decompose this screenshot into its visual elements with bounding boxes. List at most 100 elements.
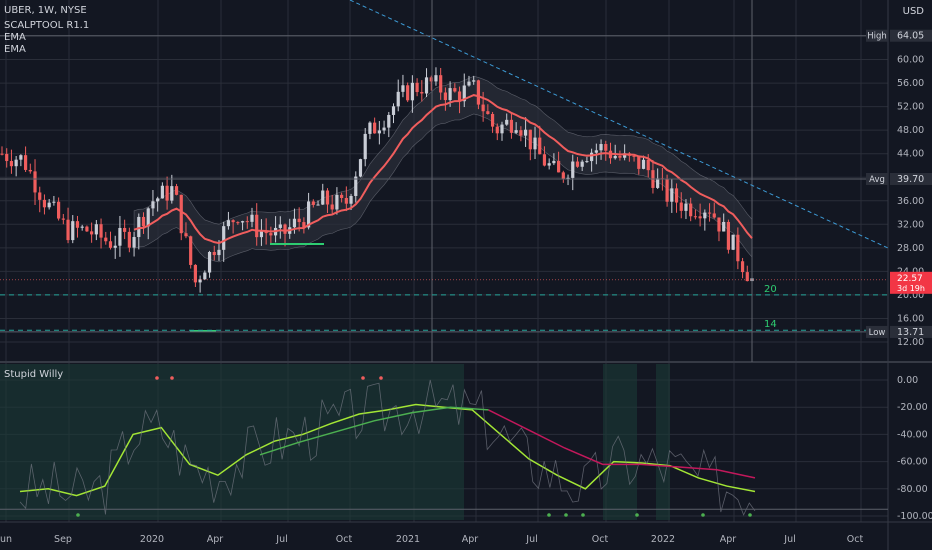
candle[interactable] [561, 172, 565, 179]
candle[interactable] [415, 82, 419, 93]
candle[interactable] [467, 81, 471, 86]
candle[interactable] [0, 153, 4, 155]
candle[interactable] [571, 161, 575, 178]
candle[interactable] [165, 185, 169, 201]
candle[interactable] [90, 231, 94, 235]
candle[interactable] [406, 85, 410, 101]
candle[interactable] [623, 153, 627, 158]
candle[interactable] [222, 226, 226, 250]
candle[interactable] [174, 186, 179, 195]
candle[interactable] [490, 113, 495, 127]
symbol-legend[interactable]: UBER, 1W, NYSE [4, 5, 87, 16]
candle[interactable] [656, 178, 660, 188]
candle[interactable] [236, 222, 240, 224]
candle[interactable] [453, 88, 457, 92]
candle[interactable] [575, 161, 580, 167]
candle[interactable] [104, 237, 108, 242]
candle[interactable] [566, 177, 570, 179]
trend-line[interactable] [349, 0, 889, 249]
candle[interactable] [533, 137, 537, 150]
candle[interactable] [547, 163, 551, 166]
candle[interactable] [127, 231, 131, 248]
candle[interactable] [528, 129, 532, 150]
candle[interactable] [71, 221, 75, 241]
candle[interactable] [476, 80, 481, 105]
candle[interactable] [170, 186, 174, 201]
indicator-scalptool[interactable]: SCALPTOOL R1.1 [4, 20, 90, 31]
candle[interactable] [240, 221, 245, 223]
candle[interactable] [373, 122, 377, 134]
candle[interactable] [410, 82, 414, 101]
candle[interactable] [693, 216, 697, 218]
candle[interactable] [226, 220, 231, 227]
candle[interactable] [377, 130, 381, 134]
candle[interactable] [495, 126, 499, 134]
candle[interactable] [113, 245, 117, 248]
candle[interactable] [703, 212, 707, 219]
candle[interactable] [599, 144, 603, 151]
candle[interactable] [391, 106, 396, 115]
candle[interactable] [61, 218, 65, 220]
candle[interactable] [472, 80, 476, 82]
candle[interactable] [212, 251, 216, 256]
candle[interactable] [250, 214, 254, 222]
candle[interactable] [19, 155, 23, 160]
candle[interactable] [542, 154, 547, 166]
candle[interactable] [457, 91, 462, 102]
candle[interactable] [217, 249, 221, 256]
candle[interactable] [486, 111, 490, 114]
candle[interactable] [557, 160, 561, 173]
candle[interactable] [618, 155, 622, 158]
candle[interactable] [707, 212, 712, 214]
candle[interactable] [80, 226, 84, 228]
candle[interactable] [245, 221, 249, 223]
candle[interactable] [443, 92, 447, 101]
candle[interactable] [292, 218, 297, 228]
candle[interactable] [99, 224, 103, 238]
candle[interactable] [23, 155, 28, 170]
candle[interactable] [278, 224, 282, 228]
candle[interactable] [330, 204, 334, 210]
candle[interactable] [396, 91, 400, 107]
candle[interactable] [38, 192, 42, 200]
candle[interactable] [118, 227, 122, 246]
candle[interactable] [207, 251, 212, 273]
candle[interactable] [722, 221, 726, 232]
candle[interactable] [552, 160, 556, 164]
candle[interactable] [344, 197, 348, 204]
candle[interactable] [321, 190, 325, 205]
candle[interactable] [42, 199, 47, 208]
ema-line[interactable] [133, 94, 753, 245]
currency-label[interactable]: USD [902, 6, 924, 17]
candle[interactable] [137, 216, 141, 238]
candle[interactable] [462, 85, 466, 102]
candle[interactable] [382, 127, 386, 131]
candle[interactable] [641, 159, 646, 169]
candle[interactable] [505, 119, 509, 125]
candle[interactable] [66, 219, 70, 241]
candle[interactable] [151, 201, 155, 209]
candle[interactable] [646, 159, 650, 171]
candle[interactable] [514, 130, 518, 133]
candle[interactable] [14, 159, 18, 167]
candle[interactable] [420, 92, 424, 94]
candle[interactable] [448, 88, 452, 101]
indicator-ema-1[interactable]: EMA [4, 32, 26, 43]
candle[interactable] [632, 155, 636, 157]
candle[interactable] [189, 236, 193, 265]
candle[interactable] [311, 201, 315, 205]
candle[interactable] [613, 155, 617, 159]
candle[interactable] [401, 85, 405, 92]
candle[interactable] [368, 122, 372, 134]
candle[interactable] [231, 220, 235, 223]
candle[interactable] [57, 201, 61, 219]
candle[interactable] [160, 185, 164, 199]
candle[interactable] [9, 161, 14, 167]
candle[interactable] [335, 194, 339, 210]
candle[interactable] [52, 201, 56, 203]
candle[interactable] [424, 77, 429, 94]
last-price-badge[interactable] [890, 271, 932, 294]
candle[interactable] [141, 216, 146, 227]
candle[interactable] [302, 222, 306, 228]
candle[interactable] [28, 169, 32, 172]
